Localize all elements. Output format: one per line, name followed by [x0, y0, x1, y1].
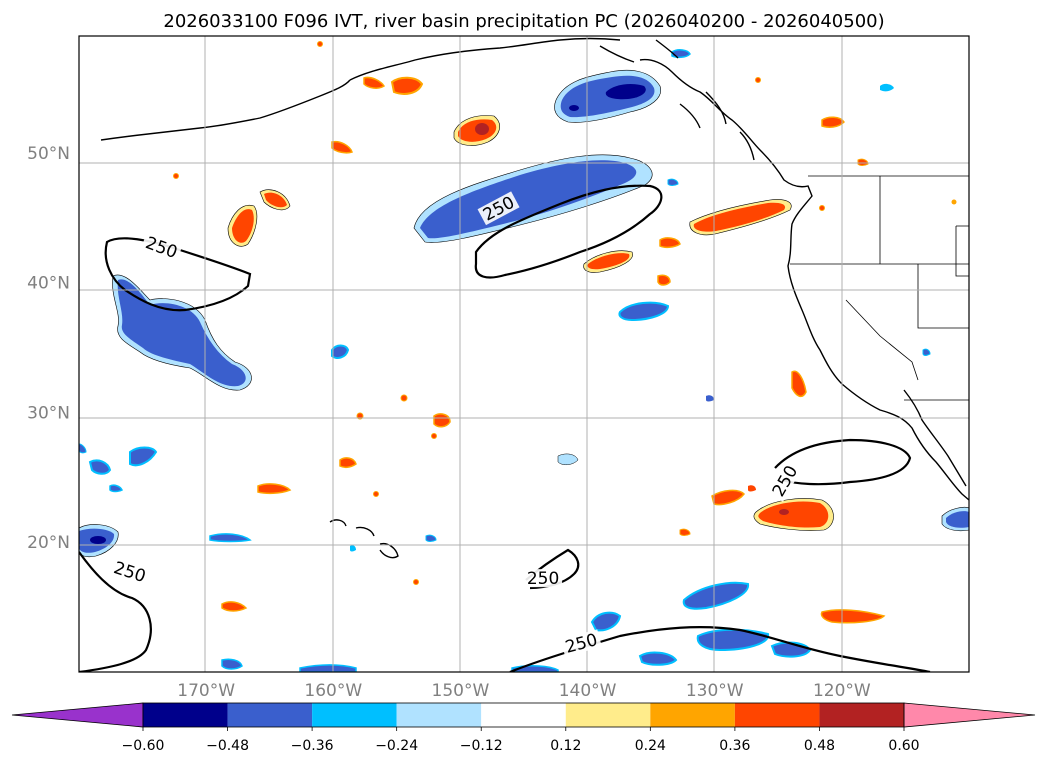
colorbar-tick-label: 0.36: [719, 738, 750, 754]
colorbar-segment: [396, 703, 482, 727]
colorbar-segment: [734, 703, 820, 727]
negative-pc-region-56n-137w: [554, 69, 661, 123]
contour-label-bg: [109, 557, 151, 587]
colorbar: −0.60 −0.48 −0.36 −0.24 −0.12 0.12 0.24 0.36 0.4…: [11, 702, 1036, 754]
colorbar-tick-label: −0.48: [206, 738, 249, 754]
colorbar-tick-label: −0.60: [122, 738, 165, 754]
colorbar-segment: [565, 703, 651, 727]
lon-tick-label: 140°W: [559, 681, 617, 701]
colorbar-segment: [143, 703, 228, 727]
chart-title: 2026033100 F096 IVT, river basin precipi…: [163, 11, 884, 32]
map-frame: [78, 35, 970, 673]
gridlines: [79, 36, 969, 672]
colorbar-extend-min: [11, 702, 144, 728]
latitude-tick-labels: 50°N 40°N 30°N 20°N: [27, 144, 70, 553]
colorbar-tick-label: 0.24: [635, 738, 666, 754]
negative-pc-region-20n-178w: [79, 524, 119, 558]
colorbar-tick-label: −0.24: [375, 738, 418, 754]
negative-pc-region-22n-115w: [941, 506, 969, 532]
positive-pc-small-blobs: [173, 41, 957, 624]
negative-pc-small-blobs: [79, 49, 931, 672]
positive-pc-region-23n-124w: [753, 498, 834, 531]
colorbar-extend-max: [903, 702, 1036, 728]
colorbar-tick-label: 0.60: [888, 738, 919, 754]
lat-tick-label: 50°N: [27, 144, 70, 164]
colorbar-tick-label: −0.36: [291, 738, 334, 754]
colorbar-segment: [481, 703, 566, 727]
colorbar-tick-label: −0.12: [460, 738, 503, 754]
lon-tick-label: 170°W: [177, 681, 235, 701]
colorbar-segment: [819, 703, 904, 727]
lat-tick-label: 20°N: [27, 533, 70, 553]
colorbar-segment: [227, 703, 313, 727]
contour-label-bg: [560, 629, 602, 657]
colorbar-tick-label: 0.48: [804, 738, 835, 754]
colorbar-segment: [312, 703, 397, 727]
contour-label-bg: [477, 191, 520, 226]
lon-tick-label: 130°W: [686, 681, 744, 701]
contour-label-bg: [767, 459, 802, 502]
colorbar-tick-label: 0.12: [550, 738, 581, 754]
colorbar-segment: [650, 703, 735, 727]
lat-tick-label: 40°N: [27, 274, 70, 294]
lon-tick-label: 120°W: [813, 681, 871, 701]
longitude-tick-labels: 170°W 160°W 150°W 140°W 130°W 120°W: [177, 681, 871, 701]
lon-tick-label: 150°W: [432, 681, 490, 701]
lat-tick-label: 30°N: [27, 403, 70, 423]
coastlines: [100, 37, 969, 559]
state-borders: [790, 175, 969, 401]
positive-pc-region-46n-128w: [689, 199, 792, 236]
contour-label-bg: [524, 569, 563, 588]
positive-pc-region-45n-166w: [227, 189, 291, 247]
contour-label: 250: [527, 569, 559, 589]
lon-tick-label: 160°W: [304, 681, 362, 701]
contour-label-bg: [140, 232, 183, 263]
positive-pc-region-52n-151w: [453, 115, 500, 146]
colorbar-frame: [142, 702, 905, 728]
